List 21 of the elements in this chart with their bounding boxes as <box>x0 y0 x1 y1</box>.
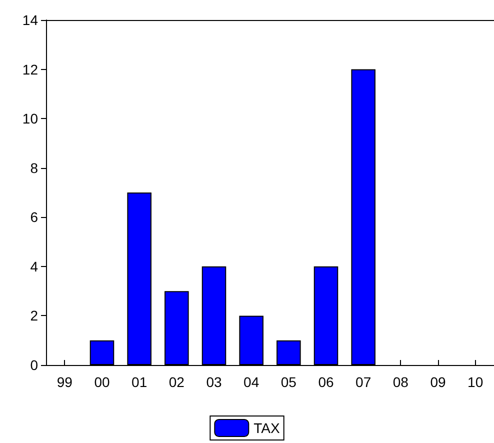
y-tick-label: 0 <box>30 357 38 373</box>
x-tick-label: 00 <box>94 374 110 390</box>
y-tick-label: 2 <box>30 308 38 324</box>
y-tick-label: 6 <box>30 209 38 226</box>
x-tick-label: 05 <box>280 374 297 390</box>
x-tick-label: 10 <box>468 374 484 390</box>
x-tick-label: 03 <box>206 374 222 390</box>
y-tick-label: 12 <box>22 61 38 78</box>
y-tick-label: 14 <box>22 12 38 28</box>
x-tick-label: 06 <box>318 374 334 390</box>
y-tick-label: 10 <box>22 110 38 127</box>
x-tick-label: 99 <box>56 374 73 390</box>
x-tick-label: 09 <box>430 374 446 390</box>
y-tick-label: 4 <box>30 258 38 274</box>
x-tick-label: 08 <box>392 374 409 390</box>
x-tick-label: 01 <box>132 374 148 390</box>
x-tick-label: 04 <box>244 374 260 390</box>
x-tick-label: 02 <box>168 374 185 390</box>
y-tick-label: 8 <box>30 160 38 176</box>
x-tick-label: 07 <box>356 374 372 390</box>
legend-label: TAX <box>254 420 281 436</box>
